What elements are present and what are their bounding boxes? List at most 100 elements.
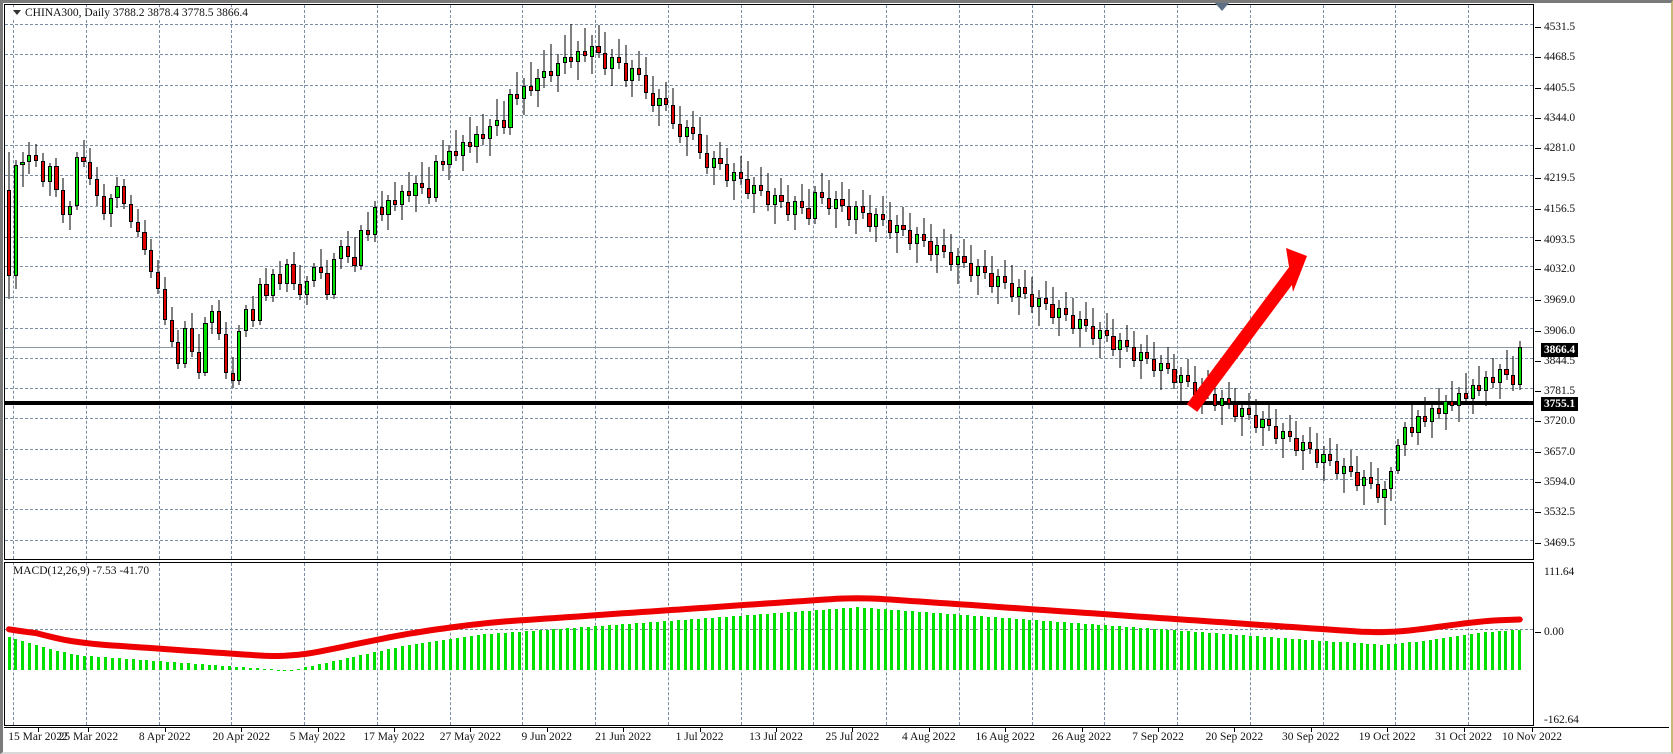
candlestick <box>1443 394 1448 430</box>
macd-histogram-bar <box>752 614 756 671</box>
time-axis-tick <box>546 727 548 732</box>
candle-body-bearish <box>704 152 710 169</box>
candlestick <box>1490 357 1496 388</box>
time-axis-tick <box>928 727 930 732</box>
candlestick <box>555 53 560 93</box>
macd-histogram-bar <box>48 649 52 671</box>
price-axis[interactable]: 4531.5 4468.5 4405.5 4344.0 4281.0 4219.5 4156… <box>1535 4 1669 560</box>
price-axis-tick <box>1535 87 1541 89</box>
candle-wick <box>862 189 864 219</box>
candlestick <box>596 25 601 59</box>
current-price-label[interactable]: 3866.4 <box>1541 342 1579 357</box>
candlestick <box>47 163 52 197</box>
candle-body-bearish <box>1030 293 1035 308</box>
candle-body-bullish <box>244 309 249 331</box>
candle-body-bearish <box>1328 454 1333 461</box>
candle-wick <box>740 155 742 185</box>
grid-line-vertical <box>231 5 233 559</box>
price-axis-label: 3781.5 <box>1544 385 1576 398</box>
macd-histogram-bar <box>531 630 535 671</box>
grid-line-horizontal <box>5 145 1533 147</box>
candle-wick <box>638 50 640 81</box>
macd-axis-label: 111.64 <box>1544 566 1575 578</box>
bid-price-label[interactable]: 3755.1 <box>1541 397 1579 411</box>
macd-histogram-bar <box>1476 632 1480 671</box>
price-axis-label: 4405.5 <box>1544 81 1576 94</box>
macd-histogram-bar <box>1449 636 1453 671</box>
candle-wick <box>1343 457 1345 493</box>
chart-scroll-marker-icon[interactable] <box>1215 3 1229 11</box>
candle-body-bullish <box>996 276 1001 287</box>
time-axis-label: 16 Aug 2022 <box>975 731 1035 743</box>
grid-line-vertical <box>1322 563 1324 725</box>
candle-body-bearish <box>643 74 649 94</box>
price-chart-pane[interactable]: CHINA300, Daily 3788.2 3878.4 3778.5 386… <box>4 4 1534 560</box>
candle-body-bullish <box>210 311 215 323</box>
time-axis-label: 9 Jun 2022 <box>521 731 573 743</box>
candlestick <box>359 224 364 271</box>
candle-body-bullish <box>609 56 615 70</box>
candle-wick <box>543 49 545 88</box>
candle-wick <box>1465 373 1467 404</box>
grid-line-vertical <box>1031 563 1033 725</box>
macd-histogram-bar <box>55 650 59 671</box>
grid-line-vertical <box>595 5 597 559</box>
candle-body-bearish <box>345 246 350 257</box>
candle-wick <box>1119 332 1121 369</box>
candle-body-bearish <box>291 263 296 284</box>
candlestick <box>1213 377 1218 412</box>
time-axis-tick <box>852 727 854 732</box>
candle-body-bearish <box>1368 477 1374 485</box>
candle-body-bearish <box>1490 377 1496 384</box>
candle-body-bullish <box>562 57 567 64</box>
candle-wick <box>997 269 999 305</box>
time-axis-tick <box>470 727 472 732</box>
candle-body-bullish <box>853 206 859 220</box>
candle-body-bearish <box>765 190 770 206</box>
grid-line-vertical <box>376 563 378 725</box>
macd-axis[interactable]: 111.64 0.00 -162.64 <box>1535 562 1669 726</box>
candle-body-bullish <box>1395 445 1401 471</box>
candle-body-bullish <box>13 165 18 277</box>
candle-wick <box>1302 434 1304 470</box>
candle-body-bullish <box>1484 377 1489 391</box>
candle-body-bearish <box>149 249 154 273</box>
candlestick <box>1050 286 1055 324</box>
time-axis-label: 21 Jun 2022 <box>595 731 652 743</box>
candle-wick <box>733 163 735 201</box>
macd-histogram-bar <box>621 624 625 671</box>
time-axis-label: 26 Aug 2022 <box>1051 731 1112 743</box>
time-axis[interactable]: 15 Mar 2022 25 Mar 2022 8 Apr 2022 20 Apr 2… <box>4 727 1669 752</box>
candle-wick <box>808 188 810 225</box>
price-axis-tick <box>1535 542 1541 544</box>
chevron-down-icon[interactable] <box>13 9 21 15</box>
price-axis-tick <box>1535 330 1541 332</box>
macd-histogram-bar <box>179 662 183 671</box>
macd-histogram-bar <box>683 619 687 671</box>
macd-histogram-bar <box>724 616 728 671</box>
macd-histogram-bar <box>131 659 135 671</box>
macd-histogram-bar <box>324 662 328 671</box>
macd-histogram-bar <box>1456 635 1460 671</box>
macd-histogram-bar <box>76 654 80 671</box>
candle-body-bearish <box>1063 308 1069 316</box>
macd-indicator-pane[interactable]: MACD(12,26,9) -7.53 -41.70 <box>4 562 1534 726</box>
macd-histogram-bar <box>835 608 839 671</box>
candle-body-bullish <box>874 213 879 227</box>
macd-histogram-bar <box>580 627 584 671</box>
candle-body-bearish <box>1253 415 1258 428</box>
macd-histogram-bar <box>476 635 480 671</box>
candle-body-bullish <box>284 263 289 284</box>
candlestick <box>955 247 960 284</box>
candlestick <box>1158 354 1164 390</box>
candle-body-bearish <box>887 219 892 234</box>
macd-histogram-bar <box>138 659 142 671</box>
macd-histogram-bar <box>1366 643 1370 671</box>
macd-histogram-bar <box>1145 628 1149 671</box>
candlestick <box>1043 281 1048 311</box>
macd-histogram-bar <box>35 645 39 671</box>
candle-body-bullish <box>1321 454 1326 463</box>
candlestick <box>81 140 86 168</box>
macd-histogram-bar <box>1180 630 1184 671</box>
candle-wick <box>1350 450 1352 478</box>
